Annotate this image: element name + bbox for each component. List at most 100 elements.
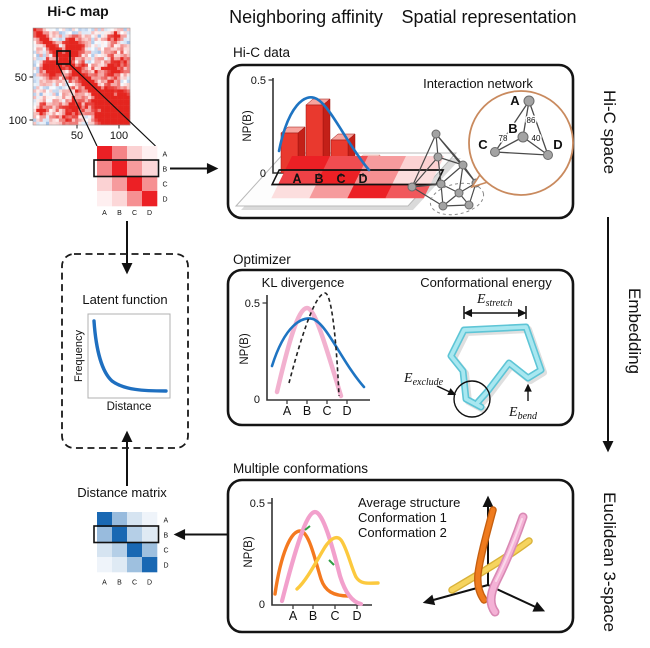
heatmap-cell — [123, 66, 128, 71]
heatmap-cell — [81, 28, 85, 32]
heatmap-cell — [87, 99, 92, 103]
heatmap-cell — [107, 105, 111, 110]
heatmap-cell — [117, 47, 121, 51]
kl-xticks — [286, 400, 348, 404]
heatmap-cell — [58, 102, 63, 106]
heatmap-cell — [58, 79, 63, 84]
heatmap-cell — [110, 92, 115, 97]
heatmap-cell — [62, 118, 66, 123]
heatmap-cell — [78, 66, 82, 71]
heatmap-cell — [33, 34, 37, 38]
heatmap-cell — [36, 92, 40, 97]
contact-matrix-row-b-outline — [93, 159, 160, 178]
heatmap-cell — [123, 76, 128, 80]
heatmap-cell — [126, 121, 131, 126]
heatmap-cell — [39, 105, 43, 110]
heatmap-cell — [81, 112, 85, 116]
heatmap-cell — [84, 105, 89, 110]
heatmap-cell — [123, 50, 128, 55]
heatmap-cell — [120, 89, 124, 93]
heatmap-cell — [75, 105, 79, 110]
svg-text:B: B — [508, 121, 517, 136]
heatmap-cell — [58, 40, 63, 45]
heatmap-cell — [87, 73, 92, 77]
heatmap-cell — [65, 95, 69, 100]
heatmap-cell — [113, 66, 118, 71]
heatmap-cell — [84, 112, 89, 116]
heatmap-cell — [361, 156, 407, 171]
heatmap-cell — [55, 28, 60, 32]
heatmap-cell — [45, 28, 50, 32]
heatmap-cell — [45, 108, 50, 113]
heatmap-cell — [97, 53, 102, 58]
heatmap-cell — [120, 82, 124, 87]
heatmap-cell — [42, 118, 47, 123]
heatmap-cell — [110, 28, 115, 32]
hic-heatmap — [33, 28, 131, 126]
heatmap-cell — [65, 76, 69, 80]
kl-optimized-curve — [288, 292, 340, 397]
heatmap-cell — [97, 112, 102, 116]
heatmap-cell — [81, 53, 85, 58]
heatmap-cell — [33, 115, 37, 119]
heatmap-cell — [39, 28, 43, 32]
heatmap-cell — [55, 79, 60, 84]
heatmap-cell — [75, 112, 79, 116]
heatmap-cell — [36, 79, 40, 84]
heatmap-cell — [71, 34, 76, 38]
heatmap-cell — [91, 70, 95, 74]
heatmap-cell — [126, 73, 131, 77]
heatmap-cell — [68, 47, 73, 51]
heatmap-cell — [78, 50, 82, 55]
heatmap-cell — [42, 44, 47, 48]
heatmap-cell — [65, 105, 69, 110]
svg-text:A: A — [292, 172, 301, 186]
heatmap-cell — [58, 37, 63, 42]
heatmap-cell — [81, 92, 85, 97]
heatmap-cell — [126, 37, 131, 42]
heatmap-cell — [107, 70, 111, 74]
heatmap-cell — [120, 37, 124, 42]
weight-ab: 86 — [527, 116, 536, 125]
heatmap-cell — [42, 37, 47, 42]
heatmap-cell — [55, 40, 60, 45]
heatmap-cell — [78, 92, 82, 97]
heatmap-cell — [45, 92, 50, 97]
heatmap-cell — [49, 44, 53, 48]
heatmap-cell — [100, 34, 105, 38]
heatmap-cell — [94, 70, 98, 74]
heatmap-cell — [65, 79, 69, 84]
heatmap-cell — [68, 92, 73, 97]
heatmap-cell — [97, 512, 113, 528]
heatmap-cell — [42, 73, 47, 77]
heatmap-cell — [91, 82, 95, 87]
heatmap-cell — [123, 31, 128, 35]
heatmap-cell — [75, 66, 79, 71]
heatmap-cell — [55, 99, 60, 103]
heatmap-cell — [33, 37, 37, 42]
hic-data-title: Hi-C data — [233, 45, 291, 60]
heatmap-cell — [36, 95, 40, 100]
heatmap-cell — [62, 50, 66, 55]
heatmap-cell — [123, 57, 128, 61]
heatmap-cell — [113, 34, 118, 38]
heatmap-cell — [49, 34, 53, 38]
heatmap-cell — [126, 63, 131, 68]
heatmap-cell — [100, 70, 105, 74]
heatmap-cell — [94, 60, 98, 64]
heatmap-cell — [97, 118, 102, 123]
heatmap-cell — [75, 76, 79, 80]
heatmap-cell — [81, 50, 85, 55]
heatmap-cell — [65, 37, 69, 42]
heatmap-cell — [39, 47, 43, 51]
heatmap-cell — [42, 70, 47, 74]
heatmap-cell — [45, 79, 50, 84]
heatmap-cell — [87, 115, 92, 119]
heatmap-cell — [94, 63, 98, 68]
heatmap-cell — [127, 191, 143, 207]
heatmap-cell — [71, 99, 76, 103]
kl-estimated-curve — [270, 317, 366, 389]
svg-text:D: D — [342, 404, 351, 418]
heatmap-cell — [39, 99, 43, 103]
